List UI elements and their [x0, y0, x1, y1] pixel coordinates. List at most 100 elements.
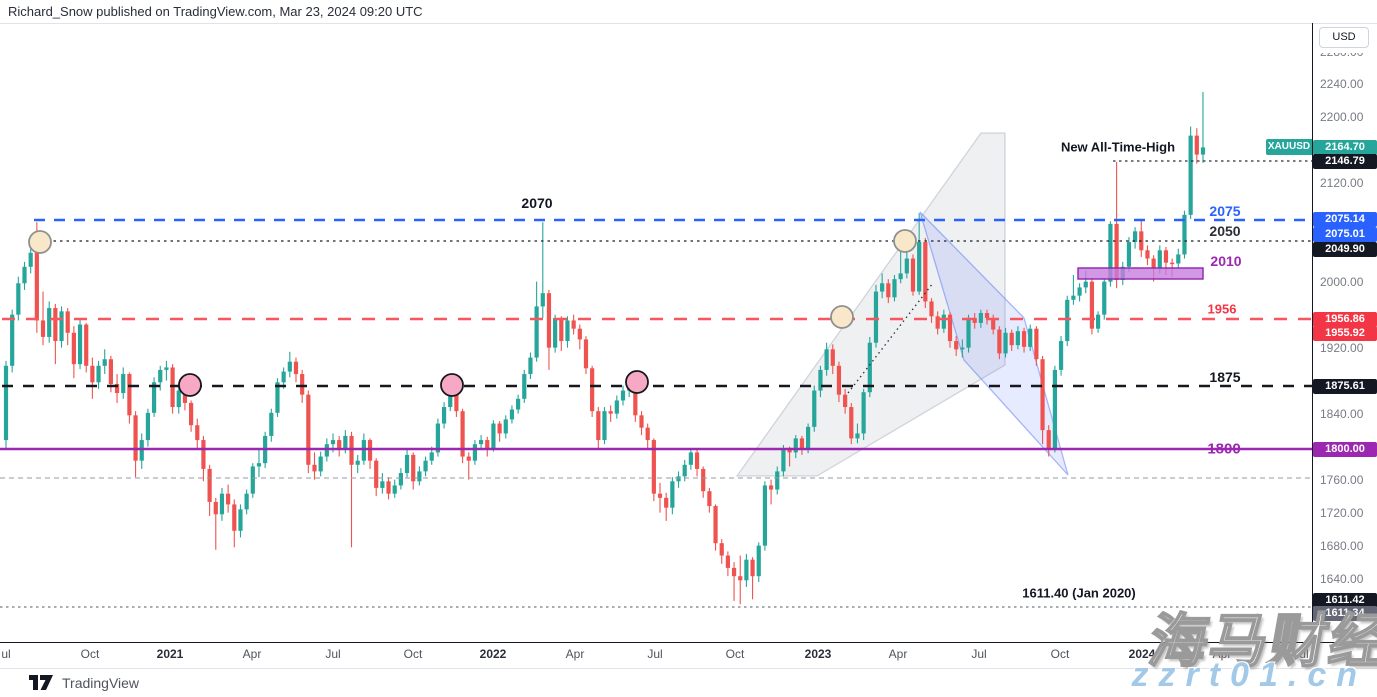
- price-badge-2049.90: 2049.90: [1313, 241, 1377, 257]
- candle-body: [731, 567, 737, 577]
- candle-body: [1028, 328, 1033, 347]
- label-2075: 2075: [1209, 203, 1241, 219]
- price-axis[interactable]: 2280.00 2240.00 2200.00 2120.00 2000.00 1920.…: [1313, 23, 1377, 642]
- price-badge-1611.34: 1611.34: [1313, 605, 1377, 621]
- candle-body: [583, 339, 589, 369]
- candle-body: [250, 466, 255, 494]
- circle-marker: [28, 230, 52, 254]
- candle-body: [318, 456, 323, 472]
- candle-body: [793, 438, 798, 453]
- candle-body: [1089, 281, 1095, 329]
- candle-body: [28, 252, 33, 267]
- candle-body: [620, 390, 626, 401]
- candle-body: [189, 402, 194, 426]
- dotted-trendline: [847, 282, 934, 394]
- candle-body: [694, 452, 700, 469]
- candle-body: [293, 361, 299, 375]
- candle-body: [256, 463, 262, 467]
- candle-body: [929, 301, 934, 317]
- candle-body: [657, 493, 663, 498]
- candle-body: [1021, 331, 1027, 347]
- label-2050: 2050: [1209, 223, 1241, 239]
- time-axis-label: Oct: [725, 647, 745, 661]
- price-axis-label: 1920.00: [1320, 341, 1364, 356]
- candle-body: [22, 266, 27, 284]
- candle-body: [207, 468, 212, 502]
- candle-body: [1102, 281, 1107, 315]
- candle-body: [77, 324, 83, 365]
- candle-body: [435, 423, 440, 453]
- candle-body: [1040, 359, 1045, 431]
- candle-body: [1095, 314, 1101, 329]
- label-2010: 2010: [1210, 253, 1242, 269]
- candle-body: [423, 460, 428, 472]
- candle-body: [719, 543, 724, 556]
- candle-body: [639, 415, 644, 428]
- candle-body: [380, 481, 385, 488]
- candle-body: [306, 394, 311, 465]
- candle-body: [707, 491, 712, 507]
- candle-body: [1151, 258, 1156, 269]
- price-badge-1800.00: 1800.00: [1313, 441, 1377, 457]
- candle-body: [232, 504, 237, 531]
- candle-body: [873, 291, 879, 343]
- candle-body: [688, 452, 693, 465]
- candle-body: [238, 509, 243, 531]
- candle-body: [836, 365, 842, 395]
- candle-body: [102, 359, 107, 366]
- candle-body: [349, 435, 354, 465]
- price-axis-label: 1720.00: [1320, 506, 1364, 521]
- candle-body: [3, 365, 9, 441]
- candle-body: [546, 293, 552, 348]
- price-axis-label: 1760.00: [1320, 473, 1364, 488]
- candle-body: [867, 342, 872, 393]
- candle-body: [40, 320, 46, 337]
- candle-body: [559, 317, 564, 342]
- candle-body: [454, 393, 459, 412]
- footer: TradingView: [0, 668, 1377, 697]
- time-axis-label: Oct: [80, 647, 100, 661]
- time-axis-label: Apr: [888, 647, 908, 661]
- candle-body: [213, 501, 218, 515]
- currency-toggle-button[interactable]: USD: [1319, 27, 1369, 48]
- circle-marker: [178, 373, 202, 397]
- candle-body: [886, 283, 891, 298]
- candle-body: [645, 427, 650, 441]
- time-axis-label: Jul: [1293, 647, 1309, 661]
- candle-body: [935, 316, 940, 329]
- candle-body: [596, 411, 601, 441]
- time-axis[interactable]: ul Oct 2021 Apr Jul Oct 2022 Apr Jul Oct 2023 Apr Ju…: [0, 643, 1377, 668]
- price-axis-label: 2120.00: [1320, 176, 1364, 191]
- label-1611-jan-2020: 1611.40 (Jan 2020): [1022, 585, 1136, 601]
- candle-body: [861, 392, 866, 434]
- candle-body: [226, 493, 231, 505]
- time-axis-label: Jul: [325, 647, 341, 661]
- candle-body: [448, 393, 453, 408]
- price-badge-2164.70: 2164.70: [1313, 139, 1377, 155]
- candle-body: [133, 415, 138, 461]
- candle-body: [84, 324, 89, 366]
- price-badge-1611.42: 1611.42: [1313, 592, 1377, 608]
- candle-body: [367, 440, 373, 461]
- circle-marker: [625, 370, 649, 394]
- time-axis-label: Oct: [403, 647, 423, 661]
- candle-body: [90, 365, 95, 383]
- tradingview-logo-icon[interactable]: [28, 674, 54, 691]
- time-axis-label: 2023: [804, 647, 832, 661]
- candle-body: [799, 438, 805, 449]
- price-axis-label: 2280.00: [1313, 53, 1377, 60]
- candle-body: [1114, 223, 1119, 280]
- time-axis-label: Apr: [1212, 647, 1232, 661]
- candle-body: [880, 283, 885, 292]
- candle-body: [590, 368, 595, 412]
- tradingview-brand-text[interactable]: TradingView: [62, 674, 140, 691]
- candle-body: [108, 359, 113, 384]
- candle-body: [830, 349, 835, 366]
- candle-body: [497, 423, 502, 434]
- candle-body: [750, 559, 755, 577]
- price-badge-1955.92: 1955.92: [1313, 325, 1377, 341]
- candle-body: [1034, 328, 1039, 360]
- circle-marker: [440, 373, 464, 397]
- circle-marker: [830, 305, 854, 329]
